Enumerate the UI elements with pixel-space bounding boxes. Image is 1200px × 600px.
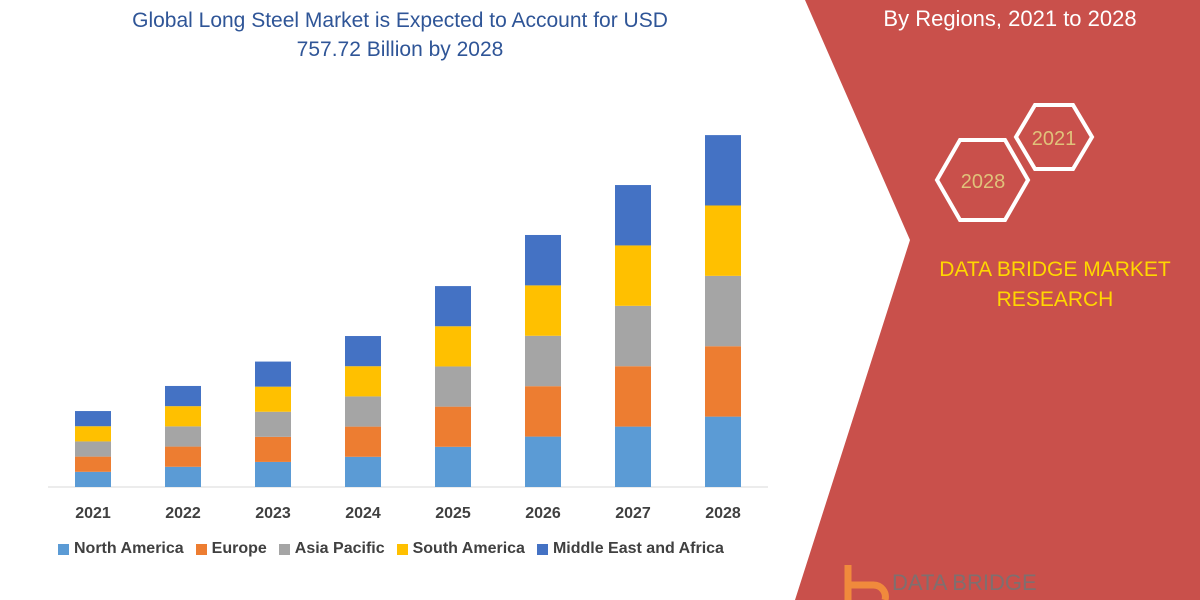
- bar-2027-south-america: [615, 245, 651, 306]
- bar-2025-south-america: [435, 326, 471, 367]
- x-tick-label: 2023: [255, 505, 291, 522]
- bar-2023-north-america: [255, 461, 291, 487]
- legend: North America Europe Asia Pacific South Ame…: [58, 540, 724, 558]
- bar-2025-europe: [435, 406, 471, 447]
- x-tick-label: 2026: [525, 505, 561, 522]
- bar-2023-south-america: [255, 386, 291, 412]
- bar-2028-asia-pacific: [705, 275, 741, 347]
- chart-title: Global Long Steel Market is Expected to …: [132, 9, 668, 61]
- x-tick-label: 2028: [705, 505, 741, 522]
- bar-2026-south-america: [525, 285, 561, 336]
- bar-2023-middle-east-and-africa: [255, 361, 291, 387]
- legend-label: Asia Pacific: [294, 540, 385, 557]
- bar-2022-north-america: [165, 466, 201, 487]
- bar-2026-europe: [525, 386, 561, 437]
- legend-label: South America: [412, 540, 525, 557]
- bar-2022-europe: [165, 446, 201, 467]
- legend-label: Middle East and Africa: [552, 540, 724, 557]
- x-tick-label: 2022: [165, 505, 201, 522]
- bar-2027-north-america: [615, 426, 651, 487]
- legend-swatch: [195, 543, 207, 555]
- legend-swatch: [278, 543, 290, 555]
- red-panel: [795, 0, 1200, 600]
- bar-2025-north-america: [435, 446, 471, 487]
- logo-text: DATA BRIDGE: [892, 570, 1037, 595]
- bar-2025-asia-pacific: [435, 366, 471, 407]
- bar-2026-north-america: [525, 436, 561, 487]
- x-tick-label: 2027: [615, 505, 651, 522]
- legend-swatch: [536, 543, 548, 555]
- bar-2022-middle-east-and-africa: [165, 385, 201, 407]
- bar-2026-asia-pacific: [525, 335, 561, 387]
- legend-swatch: [58, 543, 69, 555]
- legend-label: North America: [74, 540, 184, 557]
- hex-label-2028: 2028: [961, 171, 1006, 193]
- x-tick-label: 2021: [75, 505, 111, 522]
- bar-2028-north-america: [705, 416, 741, 487]
- bar-2024-north-america: [345, 456, 381, 487]
- bar-2021-europe: [75, 456, 111, 472]
- logo-icon: [844, 565, 889, 600]
- bar-2024-south-america: [345, 366, 381, 397]
- legend-item: South America: [396, 540, 525, 558]
- bar-2021-middle-east-and-africa: [75, 411, 111, 427]
- side-title: By Regions, 2021 to 2028: [883, 6, 1137, 31]
- legend-swatch: [396, 543, 408, 555]
- hex-label-2021: 2021: [1032, 128, 1077, 150]
- bar-2027-europe: [615, 366, 651, 427]
- bar-2026-middle-east-and-africa: [525, 234, 561, 286]
- bar-2028-middle-east-and-africa: [705, 135, 741, 206]
- legend-label: Europe: [211, 540, 267, 557]
- legend-item: Asia Pacific: [278, 540, 385, 558]
- bar-2027-middle-east-and-africa: [615, 185, 651, 246]
- hexagon-2021: [1013, 103, 1095, 171]
- bar-2021-south-america: [75, 426, 111, 442]
- bar-2024-asia-pacific: [345, 396, 381, 427]
- bar-2028-south-america: [705, 205, 741, 276]
- bar-2022-south-america: [165, 406, 201, 427]
- bar-2027-asia-pacific: [615, 305, 651, 367]
- bar-2023-asia-pacific: [255, 411, 291, 437]
- legend-item: Europe: [195, 540, 267, 558]
- bar-2021-north-america: [75, 471, 111, 487]
- bar-2024-middle-east-and-africa: [345, 336, 381, 367]
- bar-2022-asia-pacific: [165, 426, 201, 447]
- brand-text: DATA BRIDGE MARKET RESEARCH: [939, 258, 1171, 311]
- bar-2024-europe: [345, 426, 381, 457]
- bar-2025-middle-east-and-africa: [435, 286, 471, 327]
- bar-2028-europe: [705, 346, 741, 417]
- bar-2021-asia-pacific: [75, 441, 111, 457]
- legend-item: North America: [58, 540, 184, 558]
- x-tick-label: 2025: [435, 505, 471, 522]
- x-tick-label: 2024: [345, 505, 381, 522]
- bar-2023-europe: [255, 436, 291, 462]
- hexagon-2028: [934, 138, 1031, 222]
- legend-item: Middle East and Africa: [536, 540, 724, 558]
